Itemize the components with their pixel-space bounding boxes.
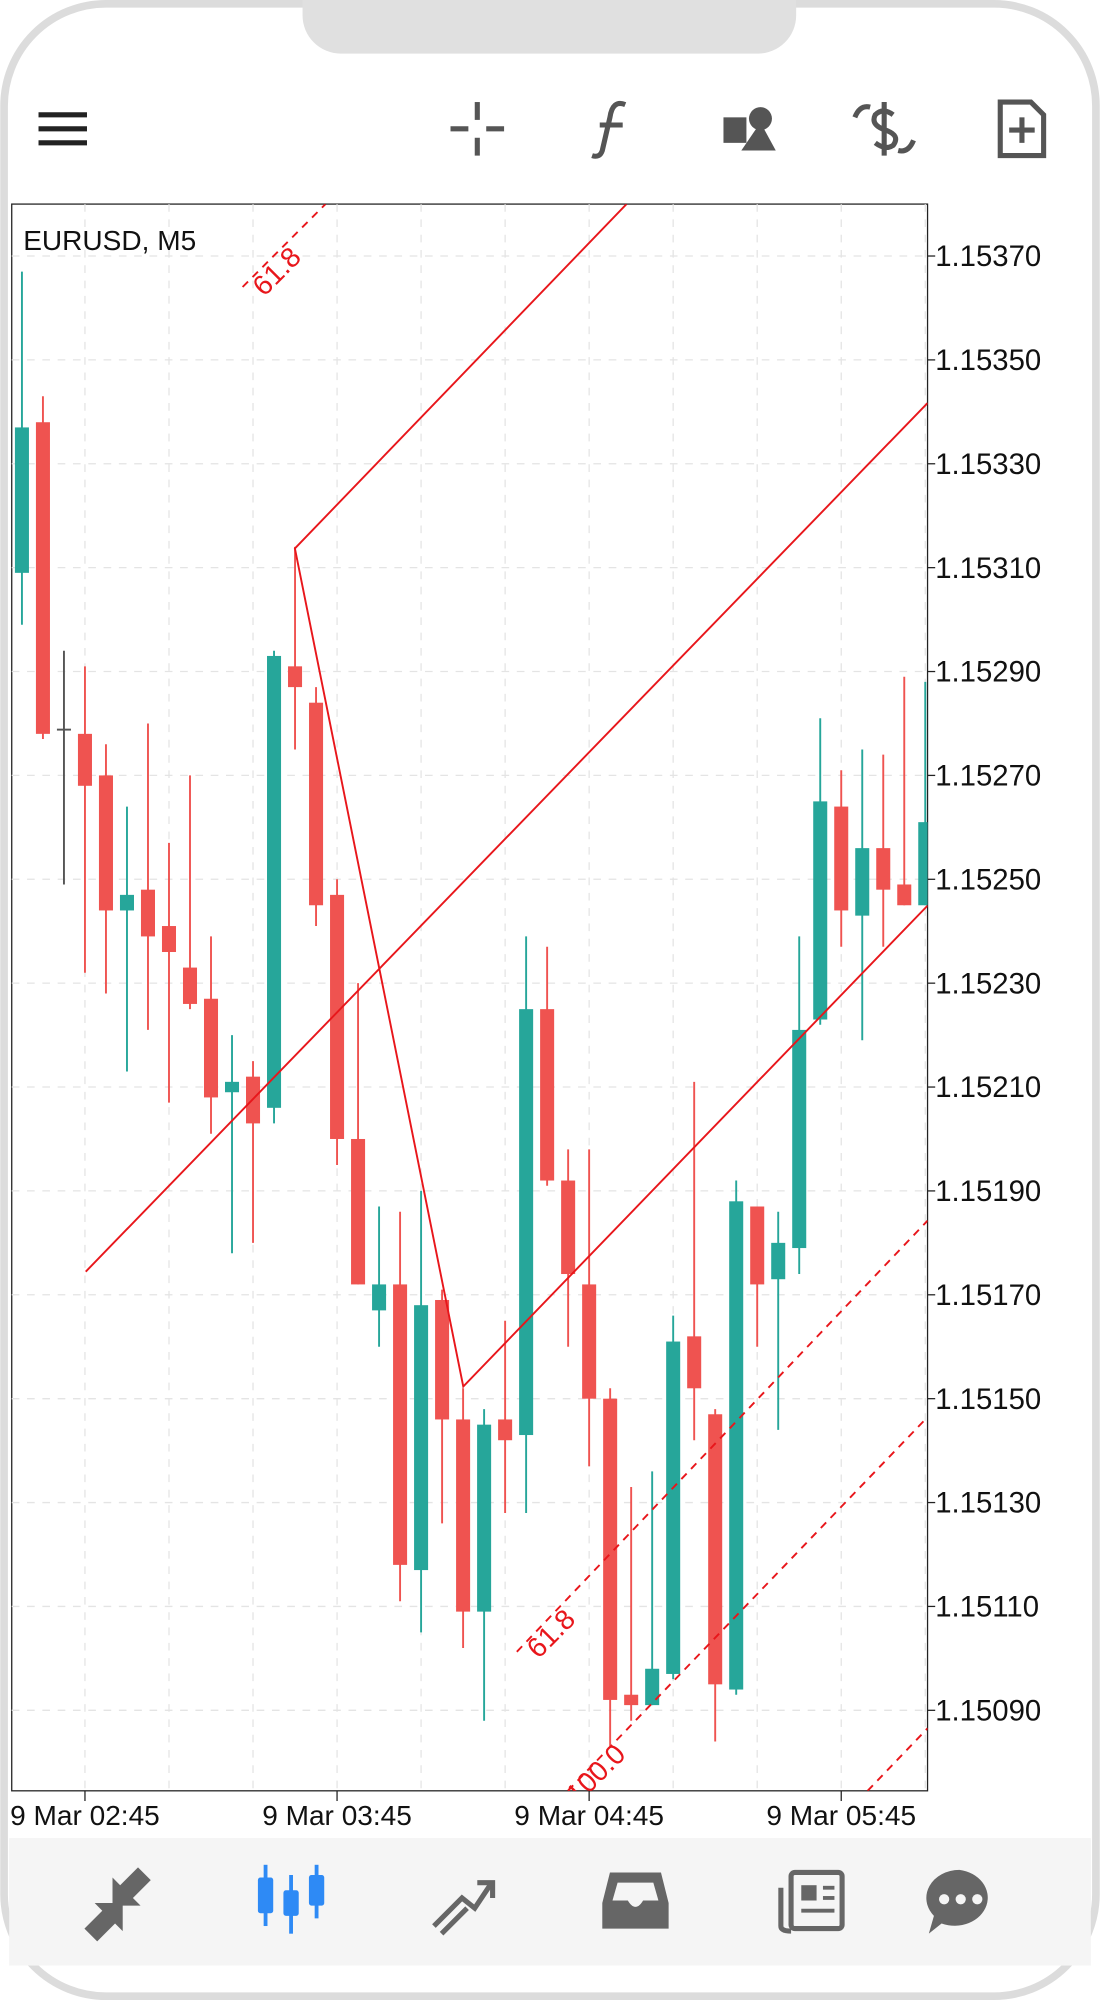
notch (302, 0, 797, 54)
candle-body (288, 666, 303, 688)
candle-body (456, 1419, 471, 1612)
candle-body (435, 1299, 450, 1420)
candle-body (203, 998, 219, 1098)
candle-body (14, 427, 29, 573)
y-tick-label: 1.15110 (935, 1591, 1039, 1624)
candle-body (414, 1305, 429, 1571)
candle-body (182, 967, 198, 1004)
candle-body (624, 1694, 639, 1706)
y-tick-label: 1.15230 (935, 967, 1041, 1000)
candle-body (225, 1081, 240, 1093)
candle-body (330, 894, 345, 1139)
candle-body (792, 1029, 807, 1249)
channel-level (866, 1727, 928, 1791)
y-tick-label: 1.15370 (935, 240, 1041, 273)
chart-tab[interactable] (257, 1864, 325, 1934)
candle-body (309, 702, 324, 906)
channel-level (241, 204, 327, 288)
candle-body (519, 1009, 534, 1436)
candle-body (645, 1668, 660, 1706)
y-tick-label: 1.15310 (935, 552, 1041, 585)
quotes-tab[interactable] (84, 1867, 151, 1942)
candle-body (855, 848, 870, 916)
objects-button[interactable] (723, 107, 776, 151)
candle-body (750, 1206, 765, 1285)
channel-path (293, 204, 928, 1389)
chart-title: EURUSD, M5 (23, 225, 196, 256)
candle-body (918, 822, 928, 906)
trade-button[interactable] (852, 102, 916, 156)
candle-body (540, 1009, 555, 1181)
fibo-channel (85, 204, 928, 1791)
y-tick-label: 1.15090 (935, 1695, 1041, 1728)
channel-level (567, 1416, 928, 1791)
chat-tab[interactable] (926, 1869, 988, 1934)
candle-body (498, 1419, 513, 1441)
candle-body (708, 1414, 723, 1685)
y-tick-label: 1.15210 (935, 1071, 1041, 1104)
candle-body (687, 1336, 702, 1389)
candle-body (161, 926, 177, 953)
candle-body (351, 1138, 366, 1285)
trade-tab[interactable] (432, 1880, 496, 1936)
candle-body (56, 728, 71, 731)
y-tick-label: 1.15250 (935, 863, 1041, 896)
y-tick-label: 1.15190 (935, 1175, 1041, 1208)
candle-body (119, 894, 134, 911)
channel-level (516, 1220, 928, 1653)
candle-body (876, 848, 891, 890)
indicators-button[interactable] (591, 100, 627, 159)
candles (14, 271, 928, 1747)
candle-body (771, 1242, 786, 1280)
candle-body (582, 1284, 597, 1399)
y-tick-label: 1.15170 (935, 1279, 1041, 1312)
candle-body (140, 889, 155, 937)
candle-body (813, 801, 828, 1020)
x-tick-label: 9 Mar 02:45 (10, 1800, 160, 1831)
y-tick-label: 1.15270 (935, 760, 1041, 793)
y-tick-label: 1.15290 (935, 656, 1041, 689)
candle-body (267, 655, 282, 1108)
candle-body (834, 806, 849, 911)
candle-body (666, 1341, 681, 1674)
bottom-nav (9, 1838, 1091, 1966)
y-tick-label: 1.15130 (935, 1487, 1041, 1520)
menu-button[interactable] (38, 112, 87, 146)
x-tick-label: 9 Mar 04:45 (514, 1800, 664, 1831)
news-tab[interactable] (778, 1869, 845, 1934)
candle-body (561, 1180, 576, 1275)
y-tick-label: 1.15150 (935, 1383, 1041, 1416)
channel-line (85, 402, 928, 1273)
grid (11, 204, 928, 1791)
new-order-button[interactable] (997, 99, 1047, 159)
history-tab[interactable] (602, 1872, 669, 1929)
candle-body (729, 1201, 744, 1690)
candle-body (897, 884, 912, 906)
y-tick-label: 1.15330 (935, 448, 1041, 481)
x-tick-label: 9 Mar 05:45 (766, 1800, 916, 1831)
candle-body (477, 1424, 492, 1612)
y-tick-label: 1.15350 (935, 344, 1041, 377)
candle-body (35, 422, 50, 734)
candle-body (603, 1398, 618, 1700)
candle-body (372, 1284, 387, 1311)
candle-body (98, 775, 113, 911)
candle-body (393, 1284, 408, 1565)
crosshair-button[interactable] (450, 102, 505, 156)
candle-body (77, 733, 92, 786)
x-tick-label: 9 Mar 03:45 (262, 1800, 412, 1831)
